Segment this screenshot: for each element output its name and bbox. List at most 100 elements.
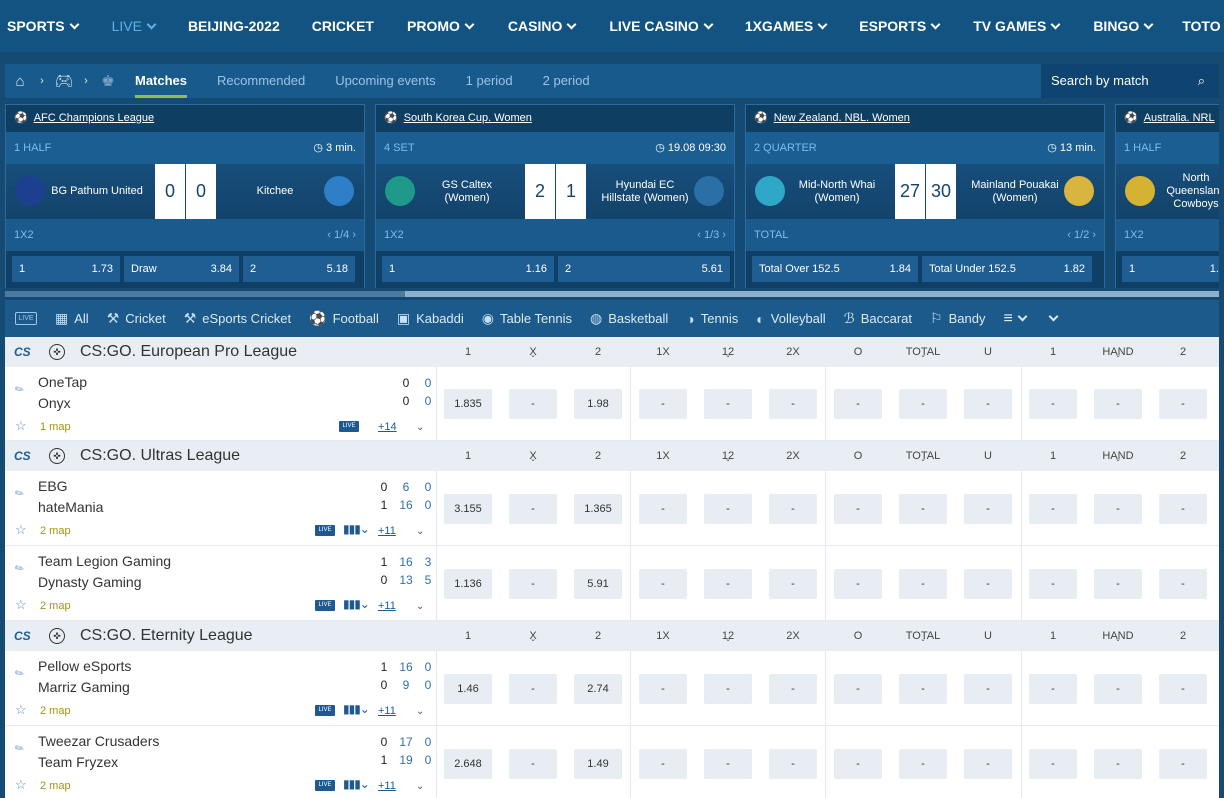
live-stream-icon[interactable]: LIVE	[315, 780, 335, 791]
sport-filter-football[interactable]: ⚽ Football	[309, 300, 379, 337]
match-team2[interactable]: hateMania	[38, 499, 104, 515]
sport-filter-baccarat[interactable]: ℬ Baccarat	[844, 300, 912, 337]
sport-filter-cricket[interactable]: ⚒ Cricket	[107, 300, 166, 337]
odds-cell[interactable]: -	[769, 568, 817, 599]
more-sports-menu[interactable]: ≡	[1003, 300, 1028, 337]
odds-cell[interactable]: 1.835	[444, 389, 492, 419]
odds-cell[interactable]: -	[769, 673, 817, 704]
card-league-name[interactable]: Australia. NRL	[1143, 112, 1215, 124]
expand-chevron-icon[interactable]: ⌄	[416, 781, 425, 792]
more-markets-link[interactable]: +11	[378, 705, 396, 717]
match-team2[interactable]: Marriz Gaming	[38, 679, 130, 695]
stats-icon[interactable]: ▮▮▮⌄	[343, 522, 370, 536]
live-stream-icon[interactable]: LIVE	[315, 525, 335, 536]
nav-item-toto[interactable]: TOTO	[1182, 0, 1224, 52]
card-pager[interactable]: ‹ 1/3 ›	[697, 229, 726, 241]
odds-cell[interactable]: -	[1094, 673, 1142, 704]
card-pager[interactable]: ‹ 1/2 ›	[1067, 229, 1096, 241]
card-pager[interactable]: ‹ 1/4 ›	[327, 229, 356, 241]
nav-item-live-casino[interactable]: LIVE CASINO	[609, 0, 714, 52]
expand-chevron-icon[interactable]: ⌄	[416, 526, 425, 537]
card-league-link[interactable]: ⚽ Australia. NRL	[1116, 105, 1219, 132]
card-league-link[interactable]: ⚽ AFC Champions League	[6, 105, 364, 132]
search-input[interactable]: Search by match ⌕	[1041, 64, 1219, 98]
star-icon[interactable]: ☆	[15, 777, 27, 792]
sport-filter-esports-cricket[interactable]: ⚒ eSports Cricket	[184, 300, 291, 337]
odds-cell[interactable]: -	[899, 673, 947, 704]
odds-cell[interactable]: -	[1094, 568, 1142, 599]
odds-cell[interactable]: -	[704, 748, 752, 779]
odds-cell[interactable]: -	[704, 493, 752, 524]
nav-item-promo[interactable]: PROMO	[407, 0, 475, 52]
live-card[interactable]: ⚽ South Korea Cup. Women 4 SET ◷ 19.08 09:3…	[375, 104, 735, 288]
odds-cell[interactable]: -	[1029, 493, 1077, 524]
pin-icon[interactable]: ✎	[12, 741, 27, 757]
carousel-scrollbar[interactable]	[5, 291, 1219, 297]
odds-cell[interactable]: -	[1094, 389, 1142, 419]
more-markets-link[interactable]: +11	[378, 600, 396, 612]
odds-cell[interactable]: -	[769, 493, 817, 524]
odds-cell[interactable]: -	[639, 493, 687, 524]
more-markets-link[interactable]: +11	[378, 780, 396, 792]
odds-cell[interactable]: -	[704, 568, 752, 599]
match-team1[interactable]: Team Legion Gaming	[38, 553, 172, 569]
star-icon[interactable]: ☆	[15, 597, 27, 612]
odds-cell[interactable]: -	[1159, 389, 1207, 419]
pin-icon[interactable]: ✎	[12, 486, 27, 502]
odds-cell[interactable]: -	[1029, 389, 1077, 419]
expand-chevron-icon[interactable]: ⌄	[416, 601, 425, 612]
odds-cell[interactable]: -	[964, 493, 1012, 524]
odds-button[interactable]: Total Over 152.5 1.84	[752, 256, 918, 282]
match-team2[interactable]: Team Fryzex	[38, 754, 119, 770]
odds-cell[interactable]: 2.648	[444, 748, 492, 779]
tab-recommended[interactable]: Recommended	[217, 73, 306, 88]
odds-cell[interactable]: -	[769, 389, 817, 419]
odds-cell[interactable]: -	[509, 568, 557, 599]
odds-cell[interactable]: -	[964, 748, 1012, 779]
odds-cell[interactable]: -	[834, 568, 882, 599]
match-row[interactable]: ✎ Team Legion Gaming Dynasty Gaming 1 16 3 0 13…	[5, 546, 1219, 621]
odds-cell[interactable]: 1.136	[444, 568, 492, 599]
nav-item-casino[interactable]: CASINO	[508, 0, 577, 52]
odds-cell[interactable]: -	[964, 389, 1012, 419]
sport-filter-bandy[interactable]: ⚐ Bandy	[930, 300, 985, 337]
nav-item-1xgames[interactable]: 1XGAMES	[745, 0, 828, 52]
pin-icon[interactable]: ✎	[12, 561, 27, 577]
odds-cell[interactable]: -	[834, 748, 882, 779]
live-stream-icon[interactable]: LIVE	[339, 421, 359, 432]
more-markets-link[interactable]: +11	[378, 525, 396, 537]
live-stream-icon[interactable]: LIVE	[315, 600, 335, 611]
odds-cell[interactable]: -	[1159, 568, 1207, 599]
odds-button[interactable]: 1 1.73	[12, 256, 120, 282]
live-card[interactable]: ⚽ Australia. NRL 1 HALF North Queensland Co…	[1115, 104, 1219, 288]
odds-cell[interactable]: -	[1094, 748, 1142, 779]
odds-cell[interactable]: 1.46	[444, 673, 492, 704]
odds-cell[interactable]: -	[509, 493, 557, 524]
match-row[interactable]: ✎ OneTap Onyx 0 0 0 0 ☆ 1 map LIVE +14 ⌄ 1.835-1.98-…	[5, 367, 1219, 441]
odds-cell[interactable]: -	[834, 493, 882, 524]
tab-1-period[interactable]: 1 period	[465, 73, 513, 88]
odds-cell[interactable]: -	[899, 748, 947, 779]
sport-filter-table-tennis[interactable]: ◉ Table Tennis	[482, 300, 572, 337]
odds-cell[interactable]: 1.49	[574, 748, 622, 779]
odds-cell[interactable]: -	[1159, 748, 1207, 779]
odds-button[interactable]: 2 5.18	[243, 256, 355, 282]
odds-cell[interactable]: -	[899, 389, 947, 419]
odds-button[interactable]: 1 1.16	[382, 256, 554, 282]
nav-item-cricket[interactable]: CRICKET	[312, 0, 374, 52]
sport-filter-tennis[interactable]: ◑ Tennis	[686, 300, 738, 337]
odds-cell[interactable]: 1.365	[574, 493, 622, 524]
match-team1[interactable]: Pellow eSports	[38, 658, 132, 674]
search-icon[interactable]: ⌕	[1197, 73, 1205, 88]
odds-cell[interactable]: -	[834, 389, 882, 419]
expand-chevron-icon[interactable]: ⌄	[416, 422, 425, 433]
odds-cell[interactable]: 5.91	[574, 568, 622, 599]
odds-cell[interactable]: -	[639, 568, 687, 599]
star-icon[interactable]: ☆	[15, 702, 27, 717]
odds-cell[interactable]: -	[509, 748, 557, 779]
live-stream-icon[interactable]: LIVE	[315, 705, 335, 716]
stats-icon[interactable]: ▮▮▮⌄	[343, 777, 370, 791]
live-badge-icon[interactable]: LIVE	[15, 312, 37, 325]
nav-item-live[interactable]: LIVE	[112, 0, 157, 52]
star-icon[interactable]: ☆	[15, 522, 27, 537]
